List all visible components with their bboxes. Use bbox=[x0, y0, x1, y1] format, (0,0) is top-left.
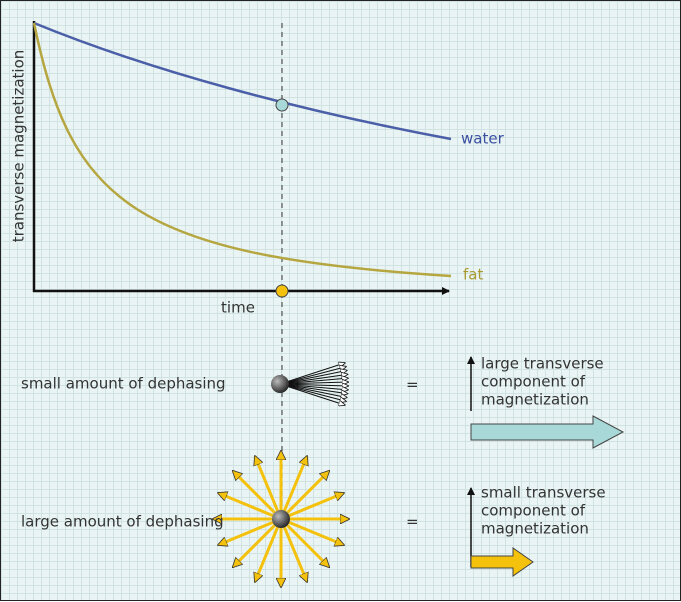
spin-arrow bbox=[279, 363, 345, 385]
spin-arrow bbox=[255, 456, 283, 520]
spin bbox=[271, 375, 289, 393]
fat-curve bbox=[32, 22, 452, 278]
result-text: large transverse bbox=[481, 355, 604, 373]
result-text: component of bbox=[481, 502, 586, 520]
spin-arrow bbox=[279, 518, 307, 582]
spin-arrow bbox=[255, 518, 283, 582]
result-text: magnetization bbox=[481, 391, 589, 409]
y-axis-label: transverse magnetization bbox=[10, 50, 28, 243]
row-label: large amount of dephasing bbox=[21, 513, 224, 531]
spin-arrow bbox=[233, 517, 283, 567]
result-text: component of bbox=[481, 373, 586, 391]
spin-arrow bbox=[279, 370, 347, 385]
spin-arrow bbox=[279, 517, 329, 567]
row-label: small amount of dephasing bbox=[21, 375, 226, 393]
curve-label: fat bbox=[463, 266, 483, 284]
spin bbox=[272, 510, 290, 528]
time-point bbox=[275, 284, 289, 298]
spin-arrow bbox=[279, 383, 347, 394]
spin-arrow bbox=[279, 471, 329, 521]
magnetization-arrow bbox=[470, 415, 625, 449]
spin-arrow bbox=[218, 517, 282, 545]
dephasing-small bbox=[279, 363, 348, 405]
spin-arrow bbox=[280, 493, 344, 521]
spin-arrow bbox=[279, 383, 348, 390]
result-text: small transverse bbox=[481, 484, 606, 502]
result-text: magnetization bbox=[481, 520, 589, 538]
spin-arrow bbox=[279, 383, 346, 401]
magnetization-arrow bbox=[470, 547, 534, 577]
spin-arrow bbox=[218, 493, 282, 521]
equals: = bbox=[406, 513, 419, 531]
spin-arrow bbox=[279, 367, 346, 385]
spin-arrow bbox=[279, 374, 347, 385]
spin-arrow bbox=[279, 383, 347, 398]
water-point bbox=[275, 98, 289, 112]
spin-arrow bbox=[279, 382, 348, 384]
x-axis-label: time bbox=[221, 299, 255, 317]
spin-arrow bbox=[279, 384, 348, 386]
spin-arrow bbox=[279, 378, 348, 385]
spin-arrow bbox=[233, 471, 283, 521]
water-curve bbox=[33, 21, 452, 141]
equals: = bbox=[406, 376, 419, 394]
curve-label: water bbox=[461, 130, 505, 148]
spin-arrow bbox=[280, 517, 344, 545]
spin-arrow bbox=[279, 456, 307, 520]
dephasing-large bbox=[213, 451, 349, 587]
spin-arrow bbox=[279, 383, 345, 405]
